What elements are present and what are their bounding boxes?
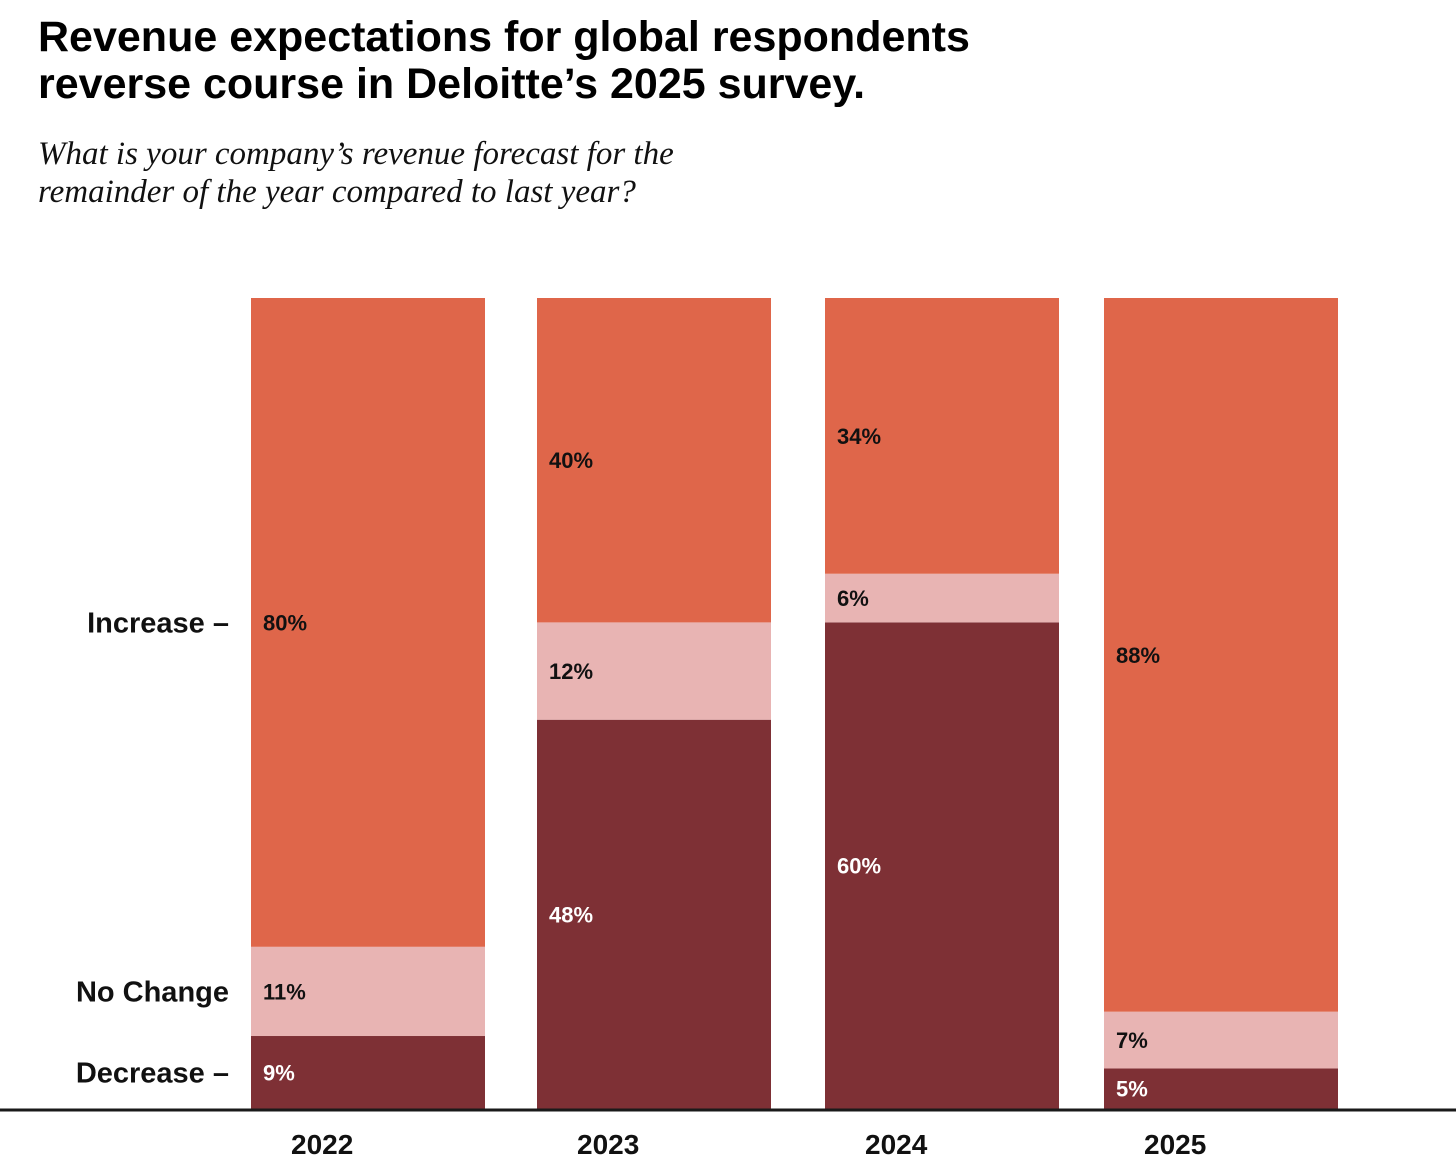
data-label-increase-2025: 88% <box>1116 643 1160 668</box>
bar-segment-increase-2022 <box>251 298 485 947</box>
legend-label-increase: Increase – <box>87 607 229 639</box>
bar-segment-decrease-2023 <box>537 719 771 1109</box>
bar-segment-increase-2023 <box>537 298 771 623</box>
data-label-no-change-2023: 12% <box>549 659 593 684</box>
chart-subtitle-line-1: What is your company’s revenue forecast … <box>38 136 674 172</box>
bar-segment-decrease-2022 <box>251 1036 485 1109</box>
chart-title: Revenue expectations for global responde… <box>38 14 1338 108</box>
data-label-no-change-2022: 11% <box>263 979 306 1004</box>
data-label-decrease-2025: 5% <box>1116 1077 1148 1102</box>
chart-subtitle-line-2: remainder of the year compared to last y… <box>38 174 636 210</box>
bar-segment-no-change-2023 <box>537 622 771 720</box>
bar-segment-decrease-2024 <box>825 622 1059 1109</box>
series-legend: Decrease – No Change Increase – <box>76 607 229 1089</box>
x-tick-label-2023: 2023 <box>577 1129 639 1160</box>
legend-label-decrease: Decrease – <box>76 1058 229 1090</box>
data-label-decrease-2024: 60% <box>837 854 881 879</box>
data-label-no-change-2024: 6% <box>837 586 869 611</box>
bar-segment-no-change-2025 <box>1104 1011 1338 1069</box>
data-label-increase-2022: 80% <box>263 610 307 635</box>
chart-subtitle: What is your company’s revenue forecast … <box>38 135 938 211</box>
data-label-increase-2023: 40% <box>549 448 593 473</box>
segment-label-group: 9% 11% 80% 48% 12% 40% 60% 6% 34% 5% 7% 88% <box>263 424 1160 1102</box>
x-axis-ticks: 2022 2023 2024 2025 <box>291 1129 1206 1160</box>
bar-group <box>251 298 1338 1109</box>
legend-label-no-change: No Change <box>76 976 229 1008</box>
data-label-no-change-2025: 7% <box>1116 1028 1148 1053</box>
data-label-decrease-2023: 48% <box>549 902 593 927</box>
chart-title-line-2: reverse course in Deloitte’s 2025 survey… <box>38 60 866 108</box>
x-tick-label-2025: 2025 <box>1144 1129 1206 1160</box>
bar-segment-increase-2025 <box>1104 298 1338 1012</box>
data-label-increase-2024: 34% <box>837 424 881 449</box>
data-label-decrease-2022: 9% <box>263 1061 295 1086</box>
bar-segment-decrease-2025 <box>1104 1068 1338 1109</box>
bar-segment-no-change-2022 <box>251 946 485 1037</box>
x-tick-label-2024: 2024 <box>865 1129 928 1160</box>
x-tick-label-2022: 2022 <box>291 1129 353 1160</box>
chart-title-line-1: Revenue expectations for global responde… <box>38 13 970 61</box>
bar-segment-no-change-2024 <box>825 573 1059 623</box>
bar-segment-increase-2024 <box>825 298 1059 574</box>
